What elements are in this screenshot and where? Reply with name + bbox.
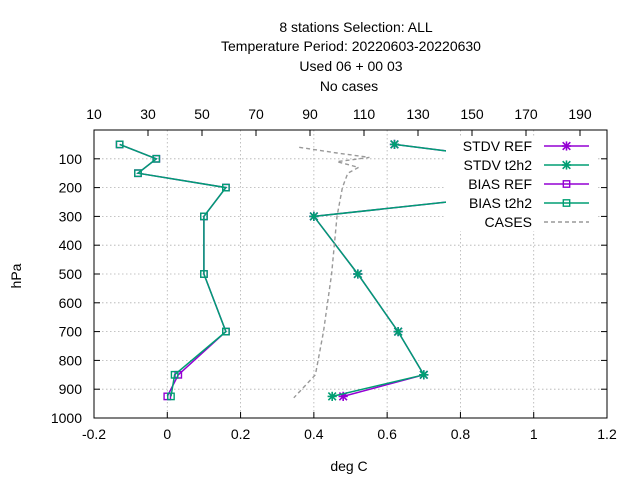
x-tick-label: 0.6 (377, 426, 397, 442)
legend-background (446, 193, 596, 212)
x-tick-label: 0 (163, 426, 171, 442)
data-point (152, 154, 161, 163)
marker-square (134, 169, 142, 178)
legend-marker (562, 180, 571, 188)
title-line: Used 06 + 00 03 (299, 58, 402, 74)
legend-label: BIAS t2h2 (469, 195, 532, 211)
y-tick-label: 600 (59, 295, 83, 311)
marker-square (167, 392, 175, 401)
y-axis-label: hPa (8, 263, 24, 288)
y-tick-label: 500 (59, 266, 83, 282)
marker-square (170, 370, 179, 379)
series-line (119, 143, 228, 397)
title-line: 8 stations Selection: ALL (279, 19, 433, 35)
marker-square (152, 154, 161, 163)
x2-tick-label: 90 (302, 106, 318, 122)
data-point (419, 370, 429, 380)
legend-item: CASES (446, 212, 596, 231)
chart-title: 8 stations Selection: ALL Temperature Pe… (221, 19, 481, 94)
x2-tick-label: 110 (353, 106, 376, 122)
x2-tick-label: 150 (460, 106, 484, 122)
y-tick-label: 1000 (51, 410, 82, 426)
data-point (222, 327, 230, 336)
x-tick-label: 1 (530, 426, 538, 442)
data-point (309, 211, 319, 221)
x2-tick-label: 30 (140, 106, 156, 122)
x2-tick-label: 50 (194, 106, 210, 122)
x-tick-label: 0.4 (304, 426, 324, 442)
y-tick-label: 900 (59, 381, 83, 397)
series-line (293, 146, 370, 399)
x-tick-label: 0.2 (231, 426, 251, 442)
marker-square (222, 327, 230, 336)
title-line: Temperature Period: 20220603-20220630 (221, 38, 481, 54)
data-point (327, 391, 337, 401)
legend-item: STDV t2h2 (446, 155, 596, 174)
y-tick-label: 200 (59, 180, 83, 196)
series-bias-t2h2 (115, 140, 230, 401)
legend-item: BIAS t2h2 (446, 193, 596, 212)
marker-square (200, 212, 208, 221)
legend-background (446, 212, 596, 231)
data-point (353, 269, 363, 279)
marker-square (222, 183, 230, 192)
data-point (167, 392, 175, 401)
data-point (222, 183, 230, 192)
y-tick-label: 800 (59, 352, 83, 368)
legend-background (446, 136, 596, 155)
x-tick-label: 1.2 (597, 426, 617, 442)
y-tick-label: 300 (59, 208, 83, 224)
data-point (200, 270, 208, 278)
y-tick-label: 100 (59, 151, 83, 167)
y-tick-label: 700 (59, 324, 83, 340)
series-line (119, 143, 228, 397)
x2-tick-label: 190 (568, 106, 592, 122)
legend-label: CASES (485, 214, 532, 230)
x2-tick-label: 130 (406, 106, 430, 122)
legend-label: STDV REF (463, 138, 532, 154)
legend-item: BIAS REF (446, 174, 596, 193)
y-tick-label: 400 (59, 237, 83, 253)
legend: STDV REF STDV t2h2 BIAS REF BIAS t2h2 CASES (446, 136, 596, 231)
x2-tick-label: 170 (514, 106, 538, 122)
data-point (115, 140, 124, 149)
data-point (389, 139, 400, 149)
legend-marker (561, 160, 572, 170)
marker-square (562, 180, 571, 188)
x-tick-label: 0.8 (451, 426, 471, 442)
x2-tick-label: 70 (248, 106, 264, 122)
marker-square (200, 270, 208, 278)
data-point (115, 140, 124, 149)
marker-square (115, 140, 124, 149)
legend-label: STDV t2h2 (464, 157, 533, 173)
legend-marker (561, 141, 572, 151)
title-line: No cases (320, 78, 378, 94)
x2-tick-label: 10 (86, 106, 102, 122)
axes (93, 129, 608, 419)
legend-item: STDV REF (446, 136, 596, 155)
series-bias-ref (115, 140, 230, 401)
marker-square (562, 199, 571, 207)
x-axis-label: deg C (330, 458, 367, 474)
data-point (200, 212, 208, 221)
legend-background (446, 174, 596, 193)
marker-square (115, 140, 124, 149)
series-cases (293, 146, 370, 399)
legend-background (446, 155, 596, 174)
data-point (393, 327, 403, 337)
data-point (134, 169, 142, 178)
data-point (170, 370, 179, 379)
legend-marker (562, 199, 571, 207)
legend-label: BIAS REF (468, 176, 532, 192)
tick-labels: -0.2 0 0.2 0.4 0.6 0.8 1 1.2 10 30 50 70 90 110 130 150… (51, 106, 617, 442)
x-tick-label: -0.2 (82, 426, 106, 442)
